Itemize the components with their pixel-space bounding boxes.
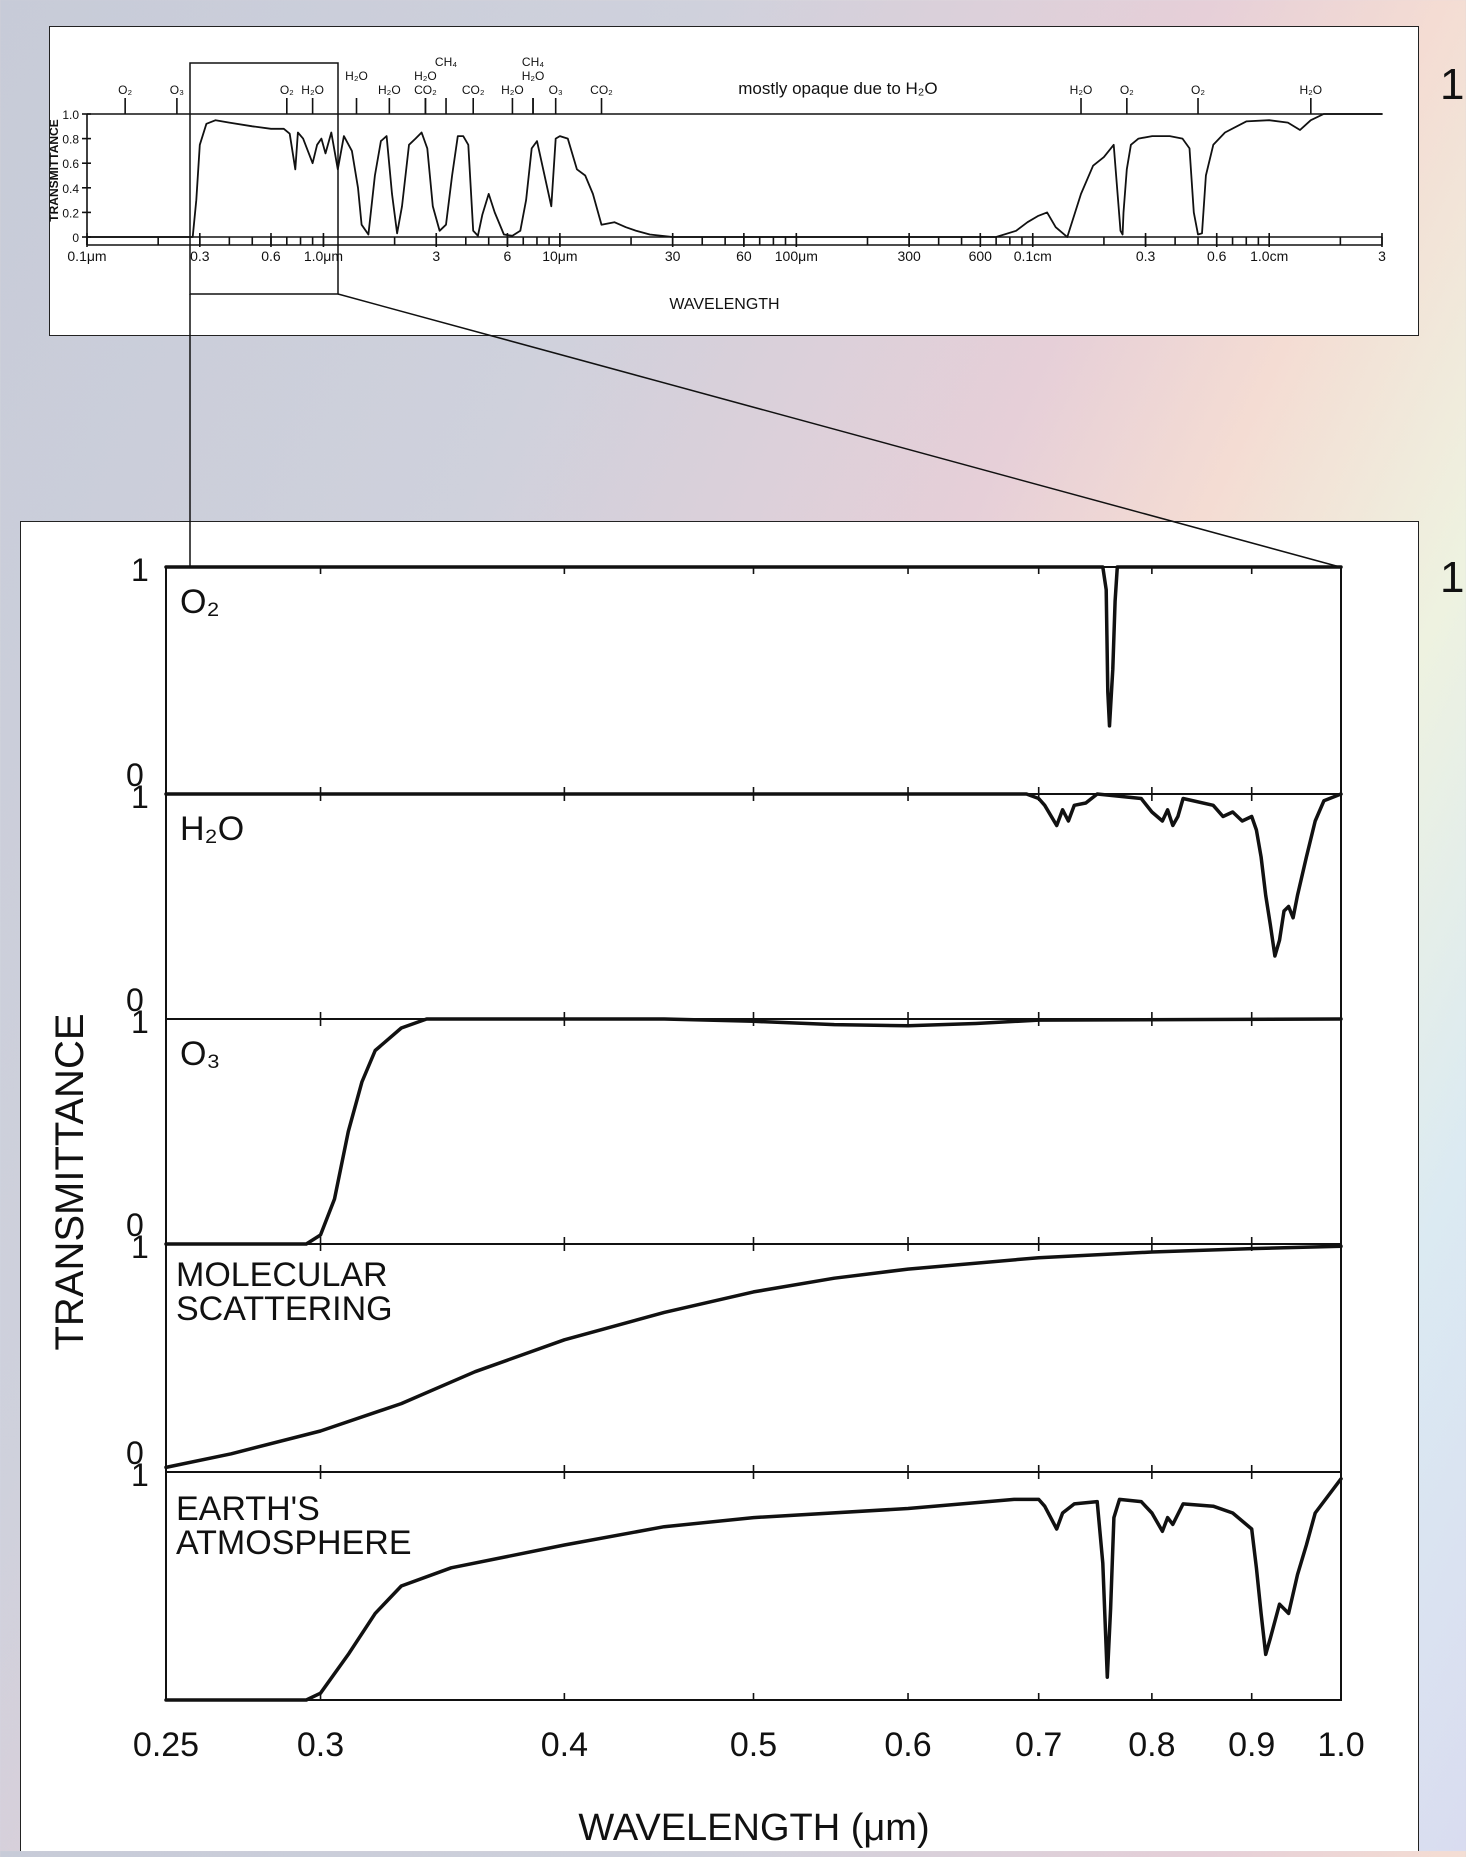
x-tick-label: 6 [504,248,512,264]
band-label: O₂ [1191,83,1205,97]
panel-curve [164,792,1343,958]
band-label: mostly opaque due to H₂O [738,79,937,98]
band-label: O₃ [170,83,184,97]
y-axis-label: TRANSMITTANCE [48,1013,92,1350]
band-label: CO₂ [590,83,613,97]
full-spectrum-chart: 0.1μm 0.3 0.6 1.0μm 3 6 10μm 30 60 100μm 300 600 0.1… [47,55,1386,313]
panel-h-o: 1 0 H₂O [126,779,1343,1020]
x-tick-label: 0.1μm [67,248,106,264]
y-top-label: 1 [131,1457,149,1493]
band-label: H₂O [414,69,437,83]
x-tick-label: 0.3 [297,1726,344,1764]
band-label: H₂O [378,83,401,97]
panel-name-line: SCATTERING [176,1290,393,1328]
x-tick-label: 600 [969,248,993,264]
x-tick-label: 60 [736,248,752,264]
panel-name-line: EARTH'S [176,1490,320,1528]
y-top-label: 1 [131,1004,149,1040]
panel-curve [164,1244,1343,1470]
panel-name-line: ATMOSPHERE [176,1524,412,1562]
panel-name: O₂ [180,583,220,621]
x-tick-label: 0.9 [1228,1726,1275,1764]
x-tick-label: 0.6 [1207,248,1227,264]
x-tick-label: 3 [432,248,440,264]
y-tick-label: 1.0 [62,108,79,122]
x-tick-label: 1.0 [1317,1726,1364,1764]
y-bottom-label: 0 [126,1207,144,1243]
band-label: H₂O [301,83,324,97]
y-tick-label: 0.4 [62,182,79,196]
panel-name: O₃ [180,1035,220,1073]
y-bottom-label: 0 [126,982,144,1018]
y-axis-label: TRANSMITTANCE [50,119,61,221]
panel-frame [165,793,1342,1020]
full-spectrum-panel: 0.1μm 0.3 0.6 1.0μm 3 6 10μm 30 60 100μm 300 600 0.1… [47,26,1419,336]
y-top-label: 1 [131,552,149,588]
x-tick-label: 300 [897,248,921,264]
x-tick-label: 0.7 [1015,1726,1062,1764]
band-label: H₂O [501,83,524,97]
y-tick-label: 0.6 [62,157,79,171]
band-label: H₂O [1070,83,1093,97]
band-label: O₂ [1120,83,1134,97]
transmittance-curve [86,113,1383,238]
x-tick-label: 0.6 [884,1726,931,1764]
band-label: CO₂ [462,83,485,97]
zoomed-panels-panel: 1 0 O₂ 1 0 H₂O 1 0 O₃ 1 0 MOLECULAR SCATTERING 1 EARTH… [20,521,1419,1851]
y-tick-label: 0.2 [62,206,79,220]
x-tick-label: 0.3 [1136,248,1156,264]
band-label: CO₂ [414,83,437,97]
x-tick-label: 0.5 [730,1726,777,1764]
x-tick-label: 0.8 [1128,1726,1175,1764]
x-tick-label: 0.25 [133,1726,199,1764]
panel-frame [165,1018,1342,1245]
x-tick-label: 0.6 [261,248,281,264]
band-label: H₂O [345,69,368,83]
panel-name: H₂O [180,810,244,848]
y-bottom-label: 0 [126,757,144,793]
panel-curve [164,1477,1343,1702]
x-tick-label: 0.3 [190,248,210,264]
band-label: CH₄ [435,55,457,69]
x-tick-label: 0.1cm [1014,248,1052,264]
band-label: H₂O [522,69,545,83]
y-top-label: 1 [131,779,149,815]
zoomed-panels-chart: 10O₂10H₂O10O₃10MOLECULARSCATTERING1EARTH… [48,552,1365,1849]
slide-number-bottom: 1 [1440,553,1465,602]
x-tick-label: 0.4 [541,1726,588,1764]
panel-name-line: MOLECULAR [176,1256,388,1294]
band-label: O₂ [280,83,294,97]
y-tick-label: 0.8 [62,133,79,147]
band-label: O₂ [118,83,132,97]
x-tick-label: 1.0cm [1250,248,1288,264]
band-label: CH₄ [522,55,544,69]
y-bottom-label: 0 [126,1435,144,1471]
slide-number-top: 1 [1440,60,1465,109]
panel-frame [165,566,1342,795]
y-top-label: 1 [131,1229,149,1265]
panel-curve [164,1017,1343,1246]
x-tick-label: 10μm [542,248,577,264]
panel-o: 1 0 O₂ [126,552,1343,795]
x-axis-label: WAVELENGTH (μm) [578,1807,929,1849]
x-tick-label: 1.0μm [304,248,343,264]
panel-o: 1 0 O₃ [126,1004,1343,1246]
x-axis-label: WAVELENGTH [669,296,779,313]
x-tick-label: 3 [1378,248,1386,264]
y-tick-label: 0 [72,231,79,245]
panel-curve [164,565,1343,728]
band-label: O₃ [549,83,563,97]
band-label: H₂O [1299,83,1322,97]
x-tick-label: 100μm [775,248,818,264]
x-tick-label: 30 [665,248,681,264]
